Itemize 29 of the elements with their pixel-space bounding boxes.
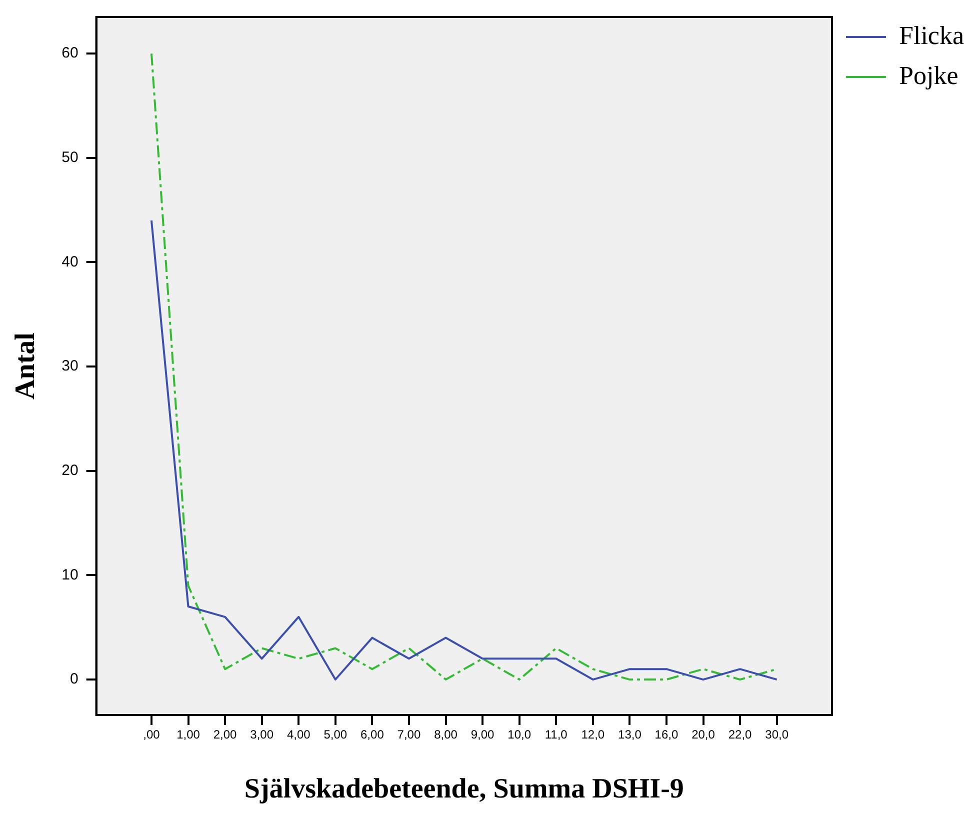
y-tick-label: 60 xyxy=(62,44,78,62)
x-tick-label: 11,0 xyxy=(544,728,568,742)
x-tick-label: 20,0 xyxy=(692,728,716,742)
y-tick-label: 30 xyxy=(62,358,78,375)
y-tick-label: 20 xyxy=(62,462,78,479)
y-tick-label: 40 xyxy=(62,253,78,270)
x-tick-label: 16,0 xyxy=(654,728,678,742)
x-tick-label: 7,00 xyxy=(397,728,421,742)
x-tick-label: 12,0 xyxy=(581,728,605,742)
x-tick-label: 9,00 xyxy=(470,728,495,742)
x-tick-label: 13,0 xyxy=(618,728,642,742)
x-tick-label: 5,00 xyxy=(324,728,348,742)
x-tick-label: 10,0 xyxy=(508,728,532,742)
x-tick-label: ,00 xyxy=(143,728,160,742)
x-tick-label: 22,0 xyxy=(728,728,752,742)
x-tick-label: 8,00 xyxy=(434,728,458,742)
x-tick-label: 6,00 xyxy=(360,728,384,742)
y-axis-title: Antal xyxy=(10,332,42,400)
y-tick-label: 10 xyxy=(62,566,78,584)
y-tick-label: 50 xyxy=(62,148,78,166)
x-tick-label: 2,00 xyxy=(213,728,238,742)
y-tick-label: 0 xyxy=(70,670,78,688)
legend-label: Pojke xyxy=(899,60,958,90)
x-tick-label: 1,00 xyxy=(176,728,200,742)
x-tick-label: 3,00 xyxy=(250,728,274,742)
x-tick-label: 30,0 xyxy=(765,728,789,742)
x-axis-title: Självskadebeteende, Summa DSHI-9 xyxy=(244,773,684,804)
x-tick-label: 4,00 xyxy=(286,728,311,742)
legend-label: Flicka xyxy=(899,20,964,50)
